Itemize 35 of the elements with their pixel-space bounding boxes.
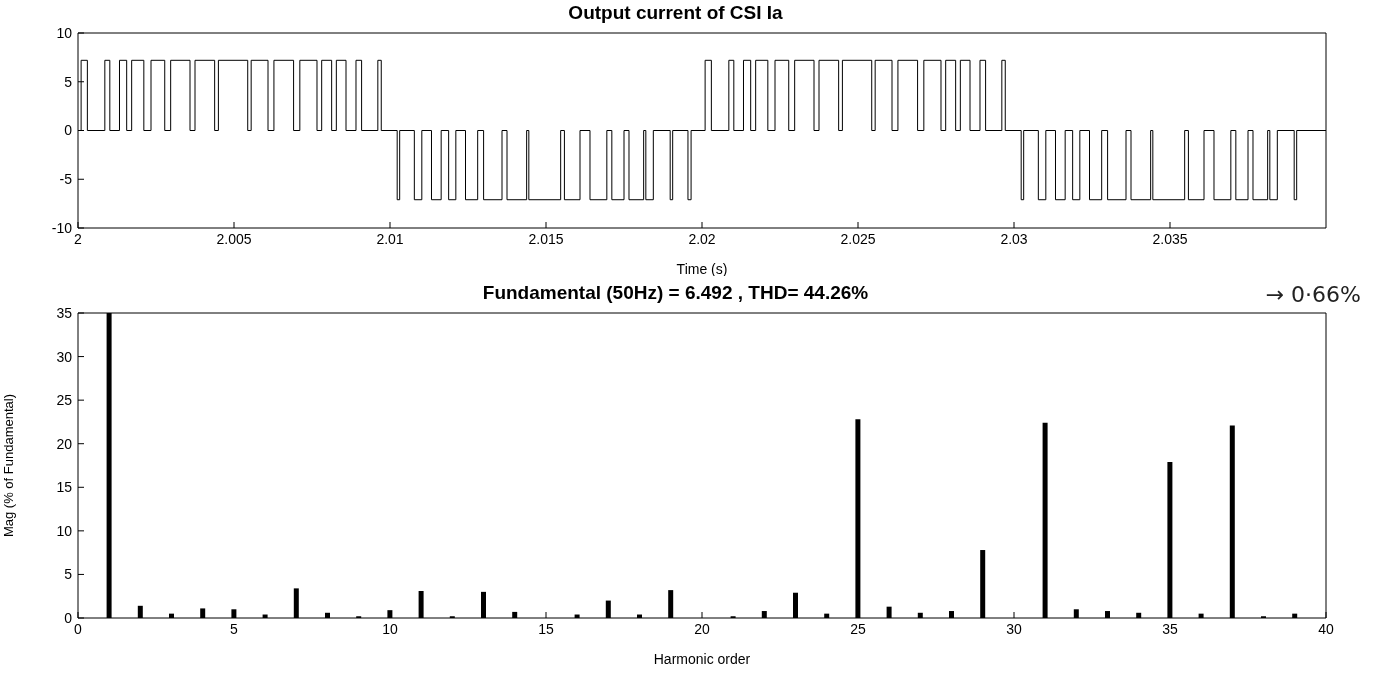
x-axis-title: Time (s) bbox=[676, 261, 728, 277]
y-tick-label: 25 bbox=[56, 392, 73, 409]
y-tick-label: 10 bbox=[56, 522, 73, 539]
chart-title: Fundamental (50Hz) = 6.492 , THD= 44.26% bbox=[482, 282, 869, 303]
x-tick-label: 40 bbox=[1318, 620, 1334, 637]
x-tick-label: 5 bbox=[230, 620, 239, 637]
x-tick-label: 2.03 bbox=[1000, 230, 1028, 247]
x-tick-label: 15 bbox=[538, 620, 554, 637]
y-axis-title: Mag (% of Fundamental) bbox=[0, 393, 16, 538]
x-tick-label: 2.025 bbox=[840, 230, 876, 247]
x-tick-label: 2.015 bbox=[528, 230, 564, 247]
y-tick-label: -5 bbox=[59, 171, 73, 188]
x-tick-label: 10 bbox=[382, 620, 398, 637]
text: → 0·66% bbox=[1265, 282, 1361, 307]
y-tick-label: 35 bbox=[56, 304, 73, 321]
x-tick-label: 2.02 bbox=[688, 230, 716, 247]
x-tick-label: 2 bbox=[74, 230, 83, 247]
x-tick-label: 30 bbox=[1006, 620, 1022, 637]
chart-title: Output current of CSI Ia bbox=[567, 1, 784, 25]
x-tick-label: 25 bbox=[850, 620, 866, 637]
x-tick-label: 20 bbox=[694, 620, 710, 637]
x-tick-label: 2.005 bbox=[216, 230, 252, 247]
y-tick-label: 30 bbox=[56, 348, 73, 365]
y-tick-label: 20 bbox=[56, 435, 73, 452]
x-tick-label: 2.035 bbox=[1152, 230, 1188, 247]
y-tick-label: 5 bbox=[64, 566, 73, 583]
y-tick-label: -10 bbox=[51, 219, 73, 236]
y-tick-label: 5 bbox=[64, 73, 73, 90]
y-tick-label: 0 bbox=[64, 609, 73, 626]
y-tick-label: 15 bbox=[56, 479, 73, 496]
y-tick-label: 0 bbox=[64, 122, 73, 139]
x-axis-title: Harmonic order bbox=[653, 651, 751, 667]
y-tick-label: 10 bbox=[56, 24, 73, 41]
x-tick-label: 2.01 bbox=[376, 230, 404, 247]
x-tick-label: 35 bbox=[1162, 620, 1178, 637]
